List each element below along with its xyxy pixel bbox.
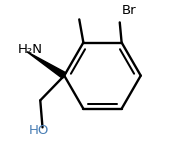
Text: HO: HO — [28, 124, 49, 137]
Polygon shape — [27, 52, 66, 78]
Text: Br: Br — [122, 4, 137, 17]
Text: H₂N: H₂N — [18, 43, 43, 56]
